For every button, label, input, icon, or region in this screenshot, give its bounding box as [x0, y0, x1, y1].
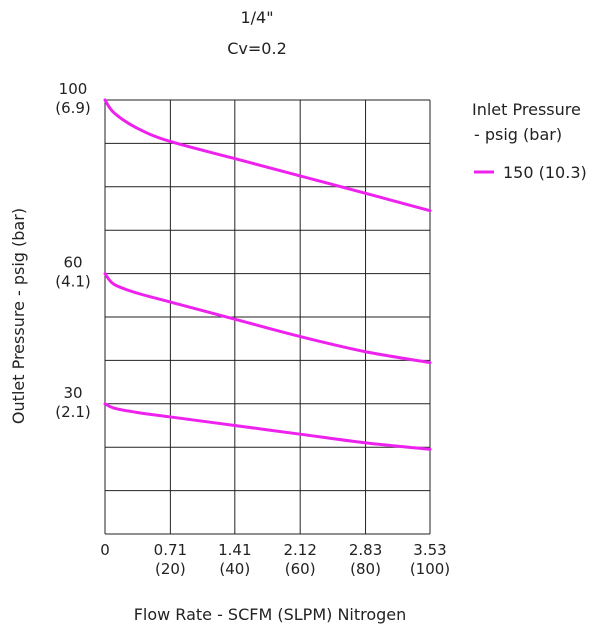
x-tick-sublabel-4: (80) [350, 560, 381, 578]
series-curves [103, 98, 432, 451]
x-tick-labels: 0 0.71(20) 1.41(40) 2.12(60) 2.83(80) 3.53(10… [100, 541, 450, 578]
x-tick-sublabel-3: (60) [285, 560, 316, 578]
legend: Inlet Pressure - psig (bar) 150 (10.3) [472, 100, 587, 182]
x-tick-label-4: 2.83 [349, 541, 382, 559]
x-tick-sublabel-2: (40) [219, 560, 250, 578]
series-0-curve-30 [103, 402, 432, 451]
x-axis-label: Flow Rate - SCFM (SLPM) Nitrogen [134, 605, 407, 624]
x-tick-label-0: 0 [100, 541, 110, 559]
x-tick-label-2: 1.41 [218, 541, 251, 559]
chart-subtitle: Cv=0.2 [227, 39, 287, 58]
x-tick-label-3: 2.12 [283, 541, 316, 559]
legend-title-line2: - psig (bar) [474, 125, 562, 144]
chart-title: 1/4" [240, 8, 273, 27]
x-tick-label-5: 3.53 [413, 541, 446, 559]
y-tick-labels: 100(6.9) 60(4.1) 30(2.1) [55, 80, 91, 421]
x-tick-label-1: 0.71 [154, 541, 187, 559]
y-axis-label: Outlet Pressure - psig (bar) [9, 208, 28, 424]
series-0-curve-100 [103, 98, 432, 213]
y-tick-sublabel-1: (4.1) [55, 273, 91, 291]
y-tick-label-2: 30 [63, 384, 82, 402]
x-tick-sublabel-1: (20) [155, 560, 186, 578]
series-0-curve-60 [103, 272, 432, 365]
y-tick-label-0: 100 [59, 80, 88, 98]
x-tick-sublabel-5: (100) [410, 560, 450, 578]
y-tick-label-1: 60 [63, 254, 82, 272]
grid [104, 99, 431, 535]
legend-entry-label: 150 (10.3) [503, 163, 587, 182]
y-tick-sublabel-0: (6.9) [55, 99, 91, 117]
y-tick-sublabel-2: (2.1) [55, 403, 91, 421]
legend-title-line1: Inlet Pressure [472, 100, 581, 119]
